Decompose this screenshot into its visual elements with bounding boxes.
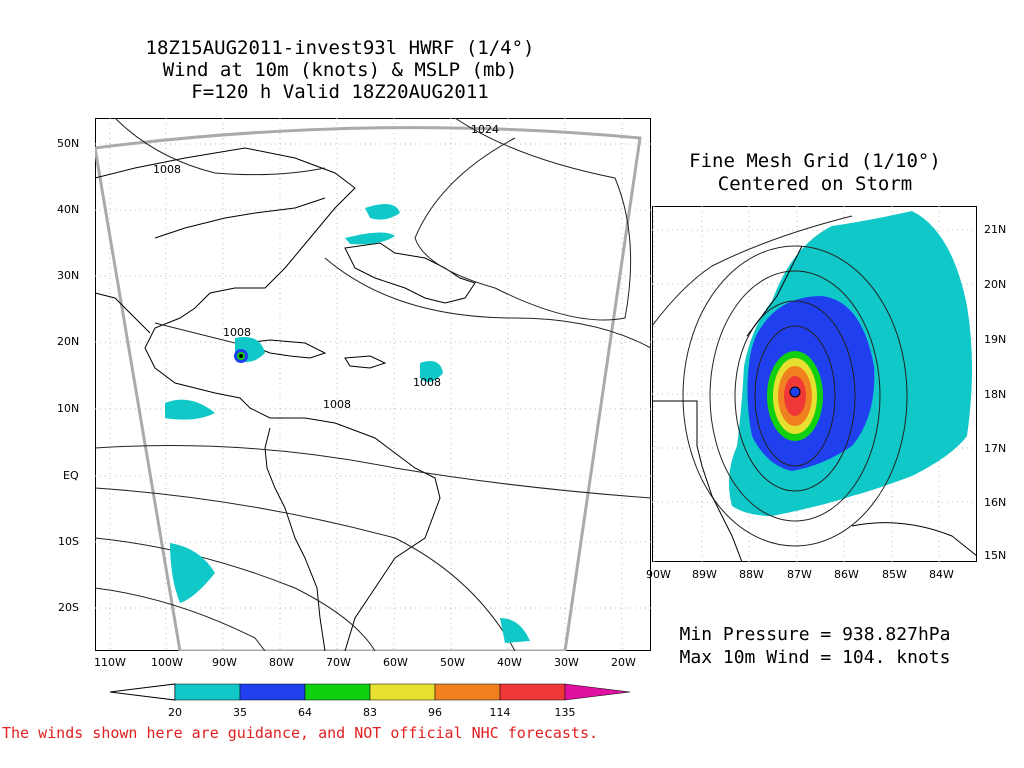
lat-label: EQ [63,469,79,482]
lon-label: 100W [151,656,183,669]
lon-label: 40W [497,656,522,669]
fine-lat-label: 21N [984,223,1007,236]
fine-lon-label: 88W [739,568,764,581]
fine-lon-label: 85W [882,568,907,581]
wind-shading [165,204,530,643]
fine-lon-label: 84W [929,568,954,581]
colorbar-max-arrow [564,683,631,701]
main-title-line2: Wind at 10m (knots) & MSLP (mb) [162,59,518,81]
fine-lat-label: 17N [984,442,1007,455]
lon-label: 80W [269,656,294,669]
fine-mesh-svg [652,206,977,562]
colorbar-tick-label: 83 [363,706,377,719]
min-pressure-readout: Min Pressure = 938.827hPa [679,624,951,645]
storm-eye [789,386,801,398]
isobar-label: 1024 [471,123,499,136]
fine-lat-label: 16N [984,496,1007,509]
colorbar-swatch [239,683,306,701]
isobar-label: 1008 [323,398,351,411]
colorbar-tick-label: 96 [428,706,442,719]
disclaimer-text: The winds shown here are guidance, and N… [2,724,599,742]
colorbar-tick-label: 20 [168,706,182,719]
main-title-line1: 18Z15AUG2011-invest93l HWRF (1/4°) [145,37,535,59]
colorbar: 20 35 64 83 96 114 135 [110,683,631,719]
isobar-label: 1008 [223,326,251,339]
lon-label: 20W [611,656,636,669]
fine-lat-label: 18N [984,388,1007,401]
coastlines [95,147,476,651]
fine-mesh-title-line1: Fine Mesh Grid (1/10°) [689,150,941,172]
fine-lat-label: 19N [984,333,1007,346]
main-title-line3: F=120 h Valid 18Z20AUG2011 [191,81,489,103]
fine-lon-label: 90W [646,568,671,581]
fine-mesh-coastline [652,245,977,562]
colorbar-swatch [369,683,436,701]
fine-lat-label: 20N [984,278,1007,291]
lat-label: 50N [57,137,80,150]
lat-label: 40N [57,203,80,216]
fine-lat-label: 15N [984,549,1007,562]
colorbar-swatch [174,683,241,701]
lon-label: 60W [383,656,408,669]
lat-label: 20N [57,335,80,348]
lon-label: 70W [326,656,351,669]
model-domain-boundary [95,126,642,651]
colorbar-tick-label: 135 [555,706,576,719]
lat-label: 10S [58,535,79,548]
max-wind-readout: Max 10m Wind = 104. knots [679,647,951,668]
colorbar-tick-label: 114 [490,706,511,719]
lat-label: 30N [57,269,80,282]
lon-label: 90W [212,656,237,669]
isobar-labels: 1024 1008 1008 1008 1008 [153,123,499,411]
colorbar-tick-label: 35 [233,706,247,719]
main-map-svg: 1024 1008 1008 1008 1008 [95,118,651,651]
fine-lon-label: 89W [692,568,717,581]
fine-mesh-isobars [652,215,908,547]
fine-lon-label: 87W [787,568,812,581]
isobar-label: 1008 [413,376,441,389]
colorbar-bins: 20 35 64 83 96 114 135 [110,683,631,719]
fine-mesh-frame [652,206,977,562]
fine-mesh-title-line2: Centered on Storm [717,173,913,195]
colorbar-tick-label: 64 [298,706,312,719]
lat-label: 10N [57,402,80,415]
colorbar-swatch [499,683,566,701]
colorbar-min-arrow [110,683,176,701]
colorbar-swatch [434,683,501,701]
lat-label: 20S [58,601,79,614]
fine-lon-label: 86W [834,568,859,581]
lon-label: 110W [94,656,126,669]
colorbar-swatch [304,683,371,701]
lon-label: 50W [440,656,465,669]
lon-label: 30W [554,656,579,669]
isobar-label: 1008 [153,163,181,176]
